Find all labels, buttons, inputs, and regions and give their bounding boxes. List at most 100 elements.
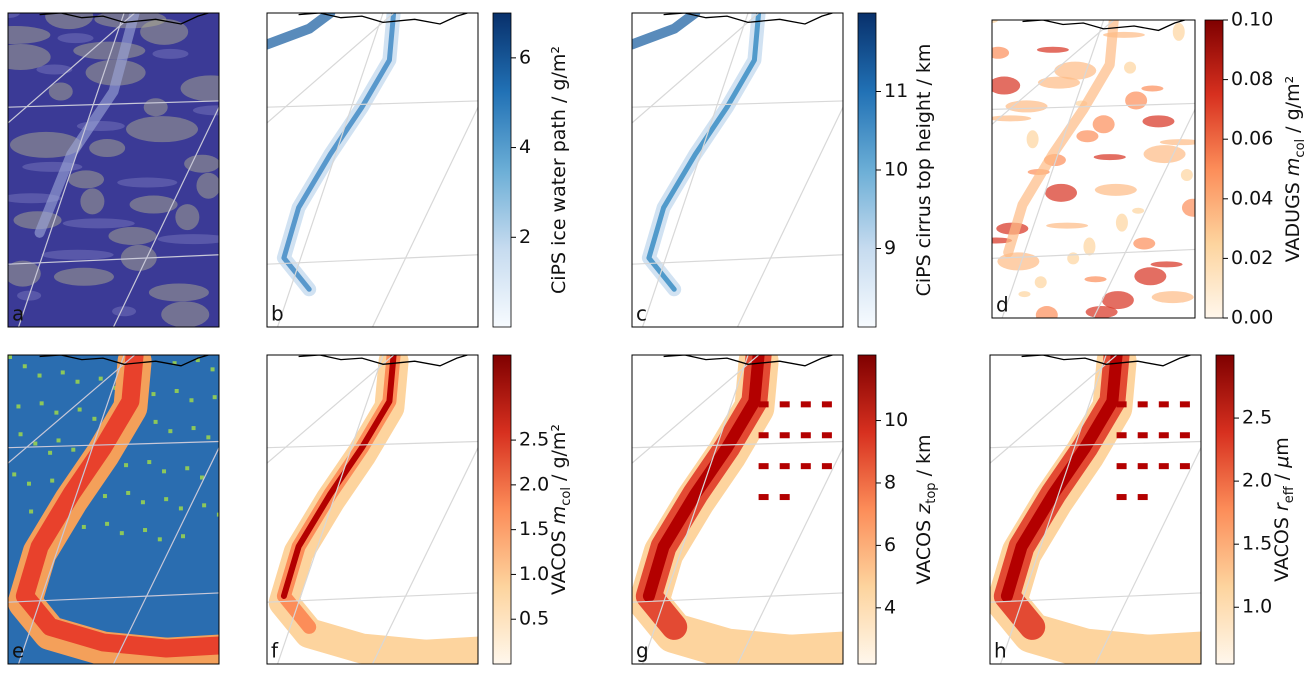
- cloud: [8, 260, 41, 287]
- coastline: [39, 355, 209, 367]
- pixel: [168, 429, 173, 434]
- graticule: [736, 447, 843, 664]
- blob: [1143, 145, 1186, 164]
- blob: [1115, 213, 1128, 232]
- map-frame: [631, 12, 844, 328]
- graticule: [1092, 109, 1195, 318]
- blob: [1158, 432, 1169, 439]
- colorbar: [492, 354, 512, 665]
- colorbar-tick-label: 4: [519, 136, 531, 158]
- blob: [1151, 291, 1194, 304]
- pixel: [98, 376, 103, 381]
- label-part: VACOS: [548, 524, 570, 595]
- blob: [997, 252, 1040, 271]
- graticule: [371, 106, 478, 327]
- pixel: [75, 379, 80, 384]
- graticule: [641, 355, 749, 664]
- blob: [992, 20, 998, 23]
- panel-letter: f: [271, 639, 279, 663]
- plume: [632, 13, 701, 50]
- colorbar-tick-label: 1.5: [1242, 533, 1272, 555]
- pixel: [102, 494, 107, 499]
- blob: [1179, 463, 1190, 470]
- blob: [1083, 237, 1096, 256]
- pixel: [81, 524, 86, 529]
- blob: [992, 76, 1021, 95]
- blob: [1018, 291, 1031, 298]
- pixel: [195, 358, 200, 363]
- blob: [1179, 432, 1190, 439]
- blob: [1116, 463, 1127, 470]
- blob: [1158, 401, 1169, 408]
- blob: [1085, 306, 1118, 318]
- pixel: [8, 355, 12, 359]
- map-frame: [266, 12, 479, 328]
- label-part: m: [1282, 158, 1304, 177]
- graticule: [8, 13, 135, 124]
- blob: [758, 432, 769, 439]
- pixel: [153, 419, 158, 424]
- blob: [1158, 463, 1169, 470]
- colorbar-tick-label: 11: [884, 80, 908, 102]
- graticule: [992, 248, 1195, 259]
- blob: [1125, 91, 1148, 110]
- panel-letter: h: [994, 639, 1007, 663]
- panel-letter: e: [12, 639, 24, 663]
- cloud: [180, 75, 219, 102]
- cloud: [184, 154, 219, 173]
- pixel: [200, 475, 205, 480]
- blob: [758, 463, 769, 470]
- pixel: [39, 401, 44, 406]
- pixel: [181, 534, 186, 539]
- colorbar-tick-label: 1.0: [1242, 596, 1272, 618]
- colorbar: [1204, 19, 1224, 319]
- map-panel: [8, 355, 219, 664]
- blob: [821, 463, 832, 470]
- blob: [1116, 401, 1127, 408]
- colorbar-tick-label: 10: [884, 409, 908, 431]
- blob: [1150, 261, 1183, 268]
- pixel: [37, 373, 42, 378]
- graticule: [632, 355, 759, 464]
- colorbar-label: VACOS ztop / km: [913, 434, 940, 584]
- colorbar-tick-label: 2: [519, 226, 531, 248]
- map-frame: [631, 354, 844, 665]
- coastline: [663, 13, 833, 25]
- colorbar-tick-label: 2.5: [1242, 407, 1272, 429]
- graticule: [8, 440, 219, 449]
- graticule: [632, 440, 843, 449]
- label-part: VACOS: [1271, 511, 1293, 582]
- cloud: [68, 170, 105, 189]
- graticule: [267, 355, 394, 464]
- colorbar: [1215, 354, 1235, 665]
- blob: [1172, 22, 1185, 41]
- plume: [642, 355, 765, 602]
- graticule: [632, 13, 759, 124]
- coastline: [1021, 355, 1191, 367]
- blob: [1093, 154, 1126, 161]
- panel-letter: c: [636, 302, 647, 326]
- label-part: μ: [1271, 456, 1293, 469]
- blob: [1045, 183, 1078, 202]
- blob: [1034, 276, 1047, 289]
- colorbar-tick-label: 6: [884, 534, 896, 556]
- coastline: [298, 13, 468, 25]
- pixel: [172, 361, 177, 366]
- label-part: / g/m²: [548, 424, 570, 487]
- pixel: [119, 531, 124, 536]
- blob: [1084, 276, 1107, 283]
- pixel: [48, 450, 53, 455]
- colorbar: [857, 12, 877, 328]
- colorbar-tick-label: 0.04: [1231, 187, 1273, 209]
- plume: [1000, 355, 1123, 602]
- cloud: [140, 18, 189, 45]
- colorbar-label: VADUGS mcol / g/m²: [1282, 76, 1309, 262]
- pixel: [71, 447, 76, 452]
- panel-letter: d: [996, 293, 1009, 317]
- graticule: [276, 13, 384, 327]
- pixel: [16, 404, 21, 409]
- cloud: [80, 188, 105, 215]
- blob: [1137, 432, 1148, 439]
- pixel: [189, 398, 194, 403]
- map-panel: [632, 13, 843, 327]
